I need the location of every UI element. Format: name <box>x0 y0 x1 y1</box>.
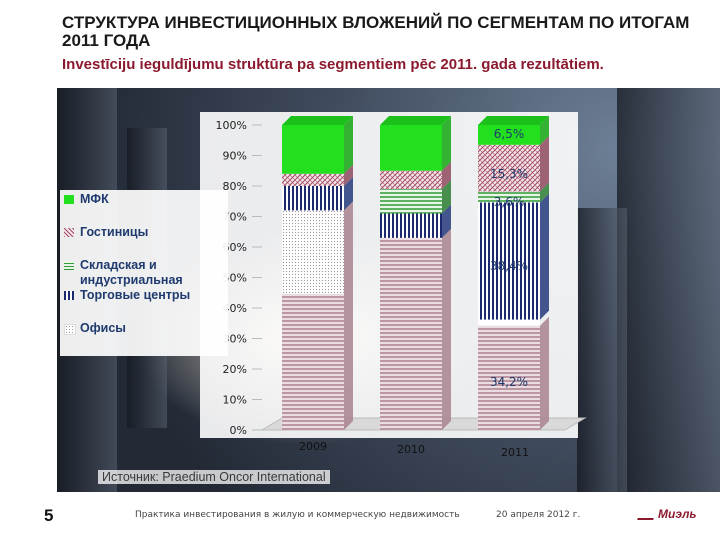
bar-side-face <box>540 116 549 145</box>
logo-text: Миэль <box>658 507 697 521</box>
bar-side-face <box>442 228 451 430</box>
page-number: 5 <box>44 506 54 525</box>
x-tick-label: 2010 <box>397 443 425 456</box>
bar-gap-2011 <box>478 319 540 326</box>
bar-segment <box>478 191 540 203</box>
footer-date: 20 апреля 2012 г. <box>496 510 581 520</box>
y-tick-label: 100% <box>216 119 247 132</box>
bar-side-face <box>540 135 549 192</box>
bar-segment <box>478 144 540 192</box>
bar-segment <box>282 125 344 174</box>
legend-swatch-mfk <box>64 195 74 204</box>
bar-segment <box>478 325 540 430</box>
bar-side-face <box>540 316 549 430</box>
bar-segment <box>282 293 344 430</box>
slide-title: СТРУКТУРА ИНВЕСТИЦИОННЫХ ВЛОЖЕНИЙ ПО СЕГ… <box>62 13 690 50</box>
x-tick-label: 2011 <box>501 446 529 459</box>
bar-segment <box>282 173 344 186</box>
bar-side-face <box>442 180 451 214</box>
data-label: 38,4% <box>490 259 528 273</box>
bar-side-face <box>344 164 353 186</box>
y-tick-label: 90% <box>223 150 247 163</box>
bar-side-face <box>540 193 549 320</box>
bar-side-face <box>344 177 353 211</box>
data-label: 34,2% <box>490 375 528 389</box>
bar-side-face <box>442 161 451 190</box>
bar-top-face <box>478 116 549 125</box>
chart-legend: МФК Гостиницы Складская и индустриальная… <box>60 190 228 356</box>
bar-segment <box>380 125 442 171</box>
y-tick-label: 60% <box>223 241 247 254</box>
source-note: Источник: Praedium Oncor International <box>98 470 330 484</box>
data-label: 6,5% <box>494 127 525 141</box>
slide-subtitle: Investīciju ieguldījumu struktūra pa seg… <box>62 56 604 73</box>
footer-text: Практика инвестирования в жилую и коммер… <box>135 510 460 520</box>
bar-segment <box>478 202 540 320</box>
data-label: 15,3% <box>490 167 528 181</box>
y-tick-label: 10% <box>223 394 247 407</box>
bar-segment <box>380 213 442 238</box>
y-tick-label: 0% <box>230 424 247 437</box>
bar-top-face <box>380 116 451 125</box>
bar-side-face <box>344 116 353 174</box>
legend-item-retail: Торговые центры <box>64 288 224 303</box>
legend-swatch-offices <box>64 324 76 335</box>
bar-side-face <box>442 116 451 171</box>
bar-segment <box>380 170 442 190</box>
legend-item-warehouse: Складская и индустриальная <box>64 258 224 288</box>
y-tick-label: 80% <box>223 180 247 193</box>
legend-label: Офисы <box>80 321 126 335</box>
legend-item-offices: Офисы <box>64 321 224 336</box>
bar-segment <box>380 237 442 430</box>
legend-item-hotels: Гостиницы <box>64 225 224 240</box>
bar-segment <box>282 186 344 211</box>
legend-swatch-hotels <box>64 228 74 237</box>
y-tick-label: 50% <box>223 272 247 285</box>
y-tick-label: 70% <box>223 211 247 224</box>
bar-side-face <box>540 182 549 203</box>
x-tick-label: 2009 <box>299 440 327 453</box>
legend-label: Гостиницы <box>80 225 149 239</box>
bar-segment <box>380 189 442 214</box>
bar-side-face <box>442 204 451 238</box>
legend-item-mfk: МФК <box>64 192 224 207</box>
bar-segment <box>282 210 344 294</box>
legend-label: МФК <box>80 192 109 206</box>
bar-top-face <box>282 116 353 125</box>
legend-swatch-warehouse <box>64 261 74 270</box>
data-label-bg <box>484 126 534 142</box>
legend-label: Торговые центры <box>80 288 191 302</box>
y-tick-label: 20% <box>223 363 247 376</box>
y-tick-label: 40% <box>223 302 247 315</box>
company-logo: Миэль <box>637 504 697 521</box>
legend-swatch-retail <box>64 291 74 300</box>
logo-icon <box>637 504 659 520</box>
data-label: 3,6% <box>494 195 525 209</box>
bar-side-face <box>344 201 353 430</box>
legend-label: Складская и индустриальная <box>80 258 183 287</box>
y-tick-label: 30% <box>223 333 247 346</box>
